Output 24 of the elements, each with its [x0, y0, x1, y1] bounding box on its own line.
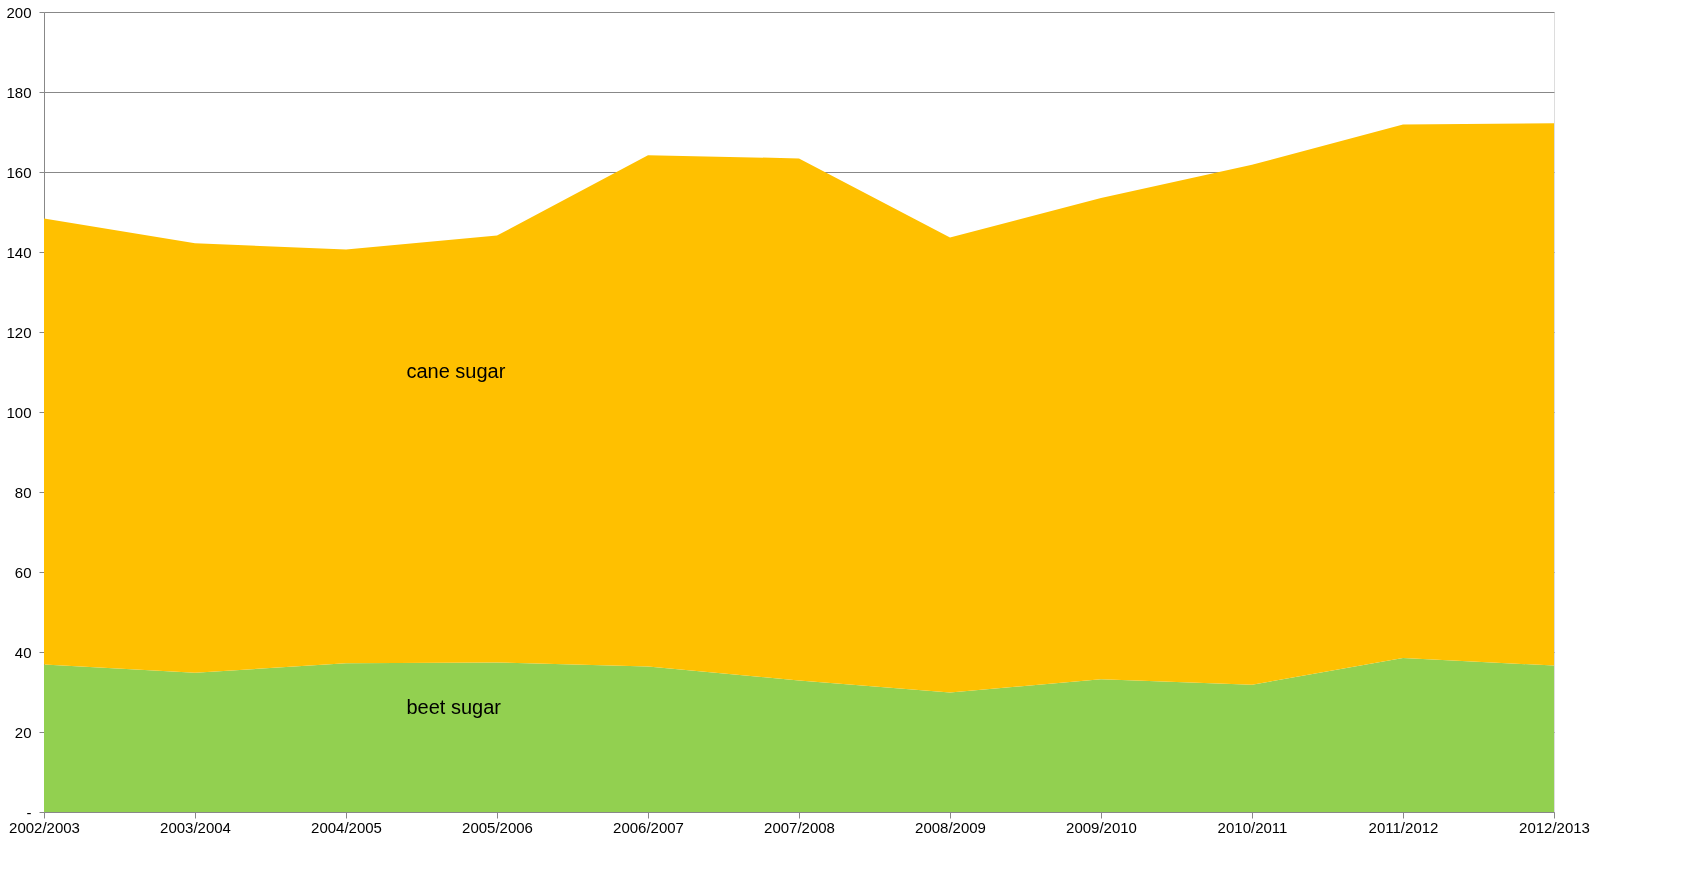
y-tick-label: 80 — [14, 483, 32, 501]
x-tick-label: 2006/2007 — [613, 818, 684, 836]
y-tick-label: 120 — [6, 323, 32, 341]
x-tick-label: 2002/2003 — [9, 818, 80, 836]
y-tick-label: 40 — [14, 643, 32, 661]
x-tick-label: 2004/2005 — [311, 818, 382, 836]
x-tick-label: 2009/2010 — [1066, 818, 1137, 836]
series-label: beet sugar — [406, 696, 502, 718]
y-tick-label: 100 — [6, 403, 32, 421]
y-tick-label: 160 — [6, 163, 32, 181]
x-tick-label: 2003/2004 — [160, 818, 231, 836]
y-tick-label: 20 — [14, 723, 32, 741]
x-tick-label: 2011/2012 — [1368, 818, 1439, 836]
x-tick-label: 2005/2006 — [462, 818, 533, 836]
y-tick-label: 200 — [6, 3, 32, 21]
x-tick-label: 2008/2009 — [915, 818, 986, 836]
x-tick-label: 2010/2011 — [1217, 818, 1288, 836]
x-tick-label: 2012/2013 — [1519, 818, 1590, 836]
y-tick-label: 140 — [6, 243, 32, 261]
y-tick-label: - — [26, 803, 32, 821]
x-tick-label: 2007/2008 — [764, 818, 835, 836]
y-tick-label: 60 — [14, 563, 32, 581]
series-label: cane sugar — [406, 360, 506, 382]
y-tick-label: 180 — [6, 83, 32, 101]
